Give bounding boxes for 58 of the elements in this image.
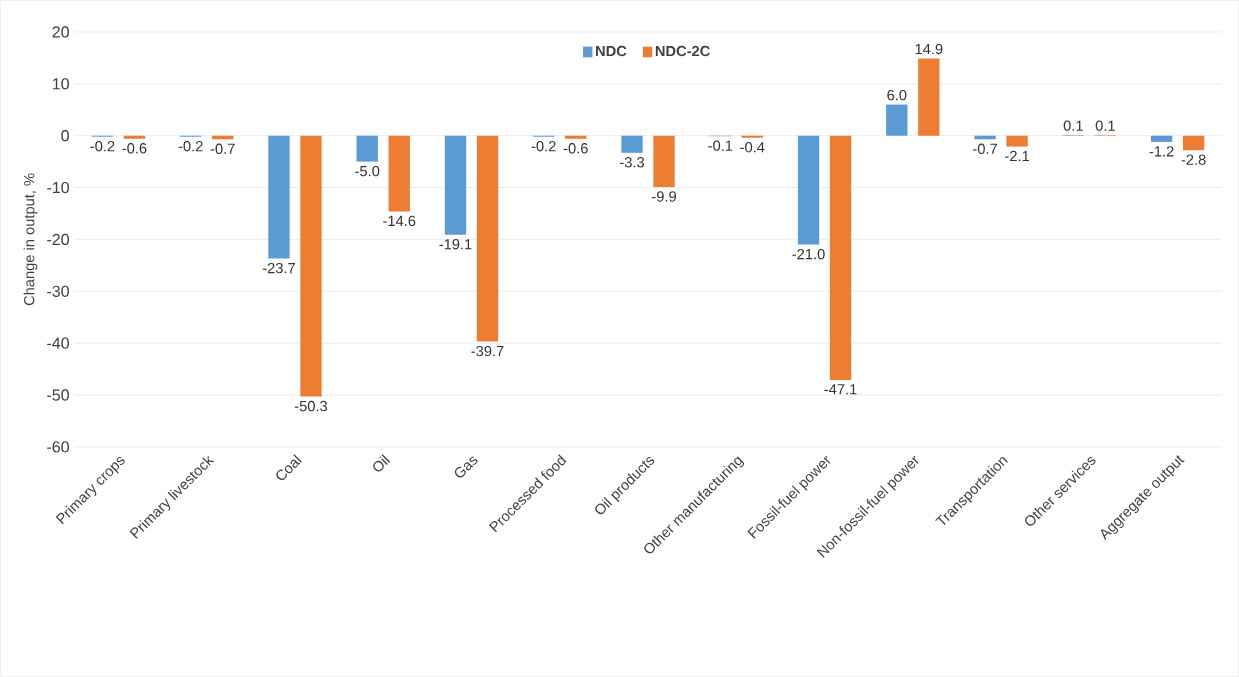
data-label: -9.9 [652, 191, 676, 202]
bar [123, 135, 146, 139]
data-label: -14.6 [383, 215, 416, 227]
x-tick-label: Gas [454, 456, 478, 478]
bar [356, 135, 378, 162]
data-label: -39.7 [471, 346, 504, 357]
data-label: -23.7 [262, 263, 295, 274]
bar [918, 58, 940, 136]
legend-label: NDC-2C [655, 46, 710, 57]
y-tick-label: -60 [47, 441, 69, 453]
data-label: -2.1 [1005, 151, 1030, 162]
data-label: -0.6 [563, 143, 588, 154]
x-tick-label: Oil [373, 454, 391, 472]
data-label: -3.3 [620, 157, 645, 168]
data-label: 0.1 [1095, 120, 1115, 132]
data-label: -47.1 [824, 384, 857, 395]
y-tick-label: -40 [47, 337, 69, 349]
bar [1150, 135, 1173, 143]
bar [300, 135, 322, 397]
data-label: -0.2 [178, 141, 203, 152]
bar [797, 135, 820, 245]
bar [829, 135, 852, 381]
data-label: -1.2 [1149, 146, 1174, 157]
bar [476, 135, 499, 342]
data-label: -0.6 [122, 143, 147, 154]
bar [1006, 135, 1028, 147]
y-tick-label: -20 [47, 233, 69, 246]
data-label: -2.8 [1181, 154, 1206, 166]
bar [1182, 135, 1205, 151]
data-label: -21.0 [792, 249, 825, 260]
y-tick-label: -30 [47, 285, 69, 298]
bar [653, 135, 675, 188]
y-tick-label: -50 [47, 389, 69, 401]
bar [444, 135, 467, 235]
bar [621, 135, 643, 153]
y-axis-title: Change in output, % [23, 173, 38, 306]
data-label: -5.0 [355, 166, 380, 177]
bar [741, 135, 763, 138]
legend-label: NDC [596, 46, 627, 57]
data-label: -0.2 [531, 141, 556, 152]
bar [886, 104, 908, 136]
y-tick-label: 0 [61, 130, 69, 142]
data-label: -50.3 [294, 401, 328, 412]
bar [565, 135, 587, 139]
data-label: -0.1 [708, 140, 733, 152]
y-tick-label: 20 [52, 26, 69, 38]
data-label: -0.4 [740, 142, 765, 153]
bar [388, 135, 410, 212]
bar [268, 135, 290, 259]
data-label: -0.7 [973, 143, 997, 155]
data-label: -0.2 [90, 141, 115, 152]
y-tick-label: -10 [47, 182, 69, 194]
y-tick-label: 10 [53, 78, 69, 90]
data-label: 0.1 [1063, 120, 1083, 132]
data-label: -19.1 [439, 239, 472, 250]
data-label: 14.9 [915, 43, 943, 55]
data-label: -0.7 [210, 143, 235, 155]
data-label: 6.0 [887, 90, 907, 101]
